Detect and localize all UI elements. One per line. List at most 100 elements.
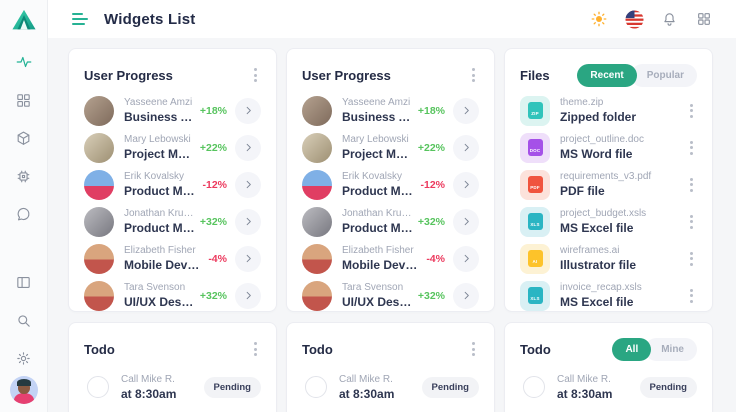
user-name: Mary Lebowski xyxy=(342,134,409,145)
activity-icon[interactable] xyxy=(12,50,36,74)
user-avatar xyxy=(302,95,332,126)
user-progress-row: Jonathan Krugger Product Manager +32% xyxy=(302,203,479,240)
chevron-right-button[interactable] xyxy=(235,134,261,161)
user-progress-card-2: User Progress Yasseene Amzi Business Ana… xyxy=(286,48,495,312)
file-menu-kebab-icon[interactable] xyxy=(686,100,697,122)
file-menu-kebab-icon[interactable] xyxy=(686,211,697,233)
file-name: requirements_v3.pdf xyxy=(560,171,652,182)
chevron-right-button[interactable] xyxy=(235,208,261,235)
filter-mine-button[interactable]: Mine xyxy=(645,337,697,361)
user-change-percent: -4% xyxy=(208,252,227,265)
card-menu-kebab-icon[interactable] xyxy=(468,338,479,360)
profile-avatar[interactable] xyxy=(9,376,38,404)
user-change-percent: +22% xyxy=(417,141,445,154)
theme-sun-icon[interactable] xyxy=(589,9,609,29)
file-type: MS Word file xyxy=(560,147,633,161)
todo-checkbox[interactable] xyxy=(87,376,109,398)
user-change-percent: -12% xyxy=(420,178,445,191)
chevron-right-button[interactable] xyxy=(453,245,479,272)
user-change-percent: +32% xyxy=(417,289,445,302)
filter-all-button[interactable]: All xyxy=(612,337,652,361)
user-avatar xyxy=(84,169,114,200)
chevron-right-button[interactable] xyxy=(453,208,479,235)
card-menu-kebab-icon[interactable] xyxy=(468,64,479,86)
chevron-right-button[interactable] xyxy=(453,171,479,198)
filter-recent-button[interactable]: Recent xyxy=(577,63,637,87)
user-progress-card-1: User Progress Yasseene Amzi Business Ana… xyxy=(68,48,277,312)
sidebar xyxy=(0,0,48,412)
cpu-chip-icon[interactable] xyxy=(12,164,36,188)
filter-popular-button[interactable]: Popular xyxy=(630,63,697,87)
file-name: invoice_recap.xsls xyxy=(560,282,642,293)
chevron-right-button[interactable] xyxy=(453,97,479,124)
menu-hamburger-icon[interactable] xyxy=(72,12,90,26)
user-avatar xyxy=(302,169,332,200)
chevron-right-button[interactable] xyxy=(453,282,479,309)
todo-card-3: Todo All Mine Call Mike R. at 8:30am Pen… xyxy=(504,322,713,412)
file-type-icon: AI xyxy=(527,250,543,267)
user-avatar xyxy=(302,206,332,237)
file-menu-kebab-icon[interactable] xyxy=(686,137,697,159)
user-progress-row: Yasseene Amzi Business Analyst +18% xyxy=(302,92,479,129)
todo-row: Call Mike R. at 8:30am Pending xyxy=(84,368,261,406)
user-role: Project Manager xyxy=(342,147,414,161)
card-menu-kebab-icon[interactable] xyxy=(250,338,261,360)
package-cube-icon[interactable] xyxy=(12,126,36,150)
file-type: MS Excel file xyxy=(560,295,634,309)
file-menu-kebab-icon[interactable] xyxy=(686,285,697,307)
search-icon[interactable] xyxy=(12,308,36,332)
file-menu-kebab-icon[interactable] xyxy=(686,248,697,270)
todo-checkbox[interactable] xyxy=(305,376,327,398)
user-change-percent: +18% xyxy=(199,104,227,117)
todo-card-1: Todo Call Mike R. at 8:30am Pending Fini… xyxy=(68,322,277,412)
chevron-right-button[interactable] xyxy=(235,97,261,124)
sidebar-nav-top xyxy=(12,50,36,226)
file-name: project_outline.doc xyxy=(560,134,644,145)
card-title: User Progress xyxy=(302,67,391,83)
user-progress-row: Elizabeth Fisher Mobile Developer -4% xyxy=(302,240,479,277)
layout-panel-icon[interactable] xyxy=(12,270,36,294)
files-list: ZIP theme.zip Zipped folder DOC project_… xyxy=(520,92,697,311)
files-card: Files Recent Popular ZIP theme.zip Zippe… xyxy=(504,48,713,312)
user-role: Mobile Developer xyxy=(124,258,205,272)
file-type: Illustrator file xyxy=(560,258,637,272)
user-change-percent: +32% xyxy=(199,289,227,302)
user-role: Product Manager xyxy=(124,221,196,235)
top-bar: Widgets List xyxy=(48,0,736,38)
user-progress-row: Tara Svenson UI/UX Designer +32% xyxy=(84,277,261,311)
user-progress-row: Mary Lebowski Project Manager +22% xyxy=(84,129,261,166)
todo-title: Call Mike R. xyxy=(339,373,393,385)
chevron-right-button[interactable] xyxy=(235,171,261,198)
file-menu-kebab-icon[interactable] xyxy=(686,174,697,196)
dashboard-grid-icon[interactable] xyxy=(12,88,36,112)
apps-grid-icon[interactable] xyxy=(694,9,714,29)
app-logo-icon[interactable] xyxy=(11,8,37,32)
todo-list: Call Mike R. at 8:30am Pending Finish do… xyxy=(520,368,697,412)
user-avatar xyxy=(84,280,114,311)
card-menu-kebab-icon[interactable] xyxy=(250,64,261,86)
file-type-icon: PDF xyxy=(527,176,543,193)
settings-gear-icon[interactable] xyxy=(12,346,36,370)
file-row: ZIP theme.zip Zipped folder xyxy=(520,92,697,129)
sidebar-nav-bottom xyxy=(12,270,36,370)
todo-list: Call Mike R. at 8:30am Pending Finish do… xyxy=(302,368,479,412)
user-name: Tara Svenson xyxy=(124,282,186,293)
chevron-right-button[interactable] xyxy=(235,282,261,309)
notifications-bell-icon[interactable] xyxy=(659,9,679,29)
language-us-flag-icon[interactable] xyxy=(624,9,644,29)
chevron-right-button[interactable] xyxy=(235,245,261,272)
file-type: Zipped folder xyxy=(560,110,636,124)
user-role: Mobile Developer xyxy=(342,258,423,272)
chevron-right-button[interactable] xyxy=(453,134,479,161)
user-avatar xyxy=(302,280,332,311)
todo-checkbox[interactable] xyxy=(523,376,545,398)
todo-subtitle: at 8:30am xyxy=(557,386,613,401)
todo-row: Call Mike R. at 8:30am Pending xyxy=(520,368,697,406)
user-name: Jonathan Krugger xyxy=(342,208,414,219)
files-filter-toggle: Recent Popular xyxy=(577,63,697,87)
user-role: Business Analyst xyxy=(124,110,196,124)
chat-bubble-icon[interactable] xyxy=(12,202,36,226)
file-type-icon: ZIP xyxy=(527,102,543,119)
user-role: Business Analyst xyxy=(342,110,414,124)
